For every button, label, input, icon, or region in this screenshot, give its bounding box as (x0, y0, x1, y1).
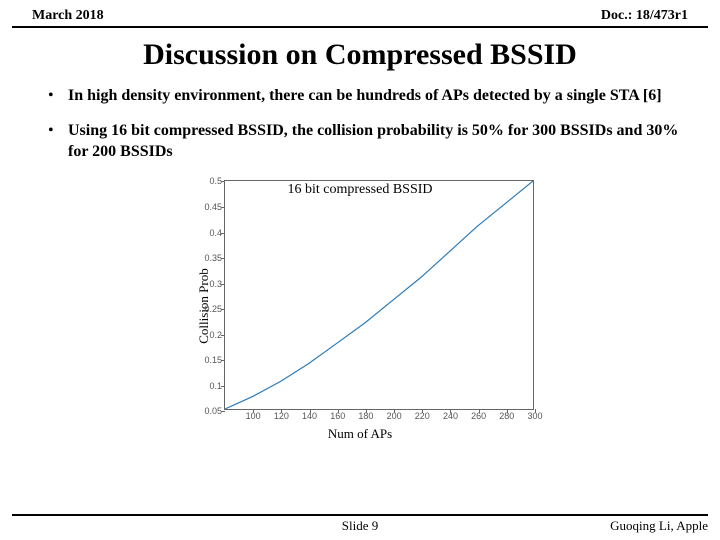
ytick-mark (221, 335, 225, 336)
plot-area: 0.050.10.150.20.250.30.350.40.450.510012… (224, 180, 534, 410)
bullet-item: • In high density environment, there can… (48, 86, 692, 107)
chart-line (225, 181, 533, 409)
bullet-text: Using 16 bit compressed BSSID, the colli… (68, 121, 692, 163)
footer-author: Guoqing Li, Apple (610, 518, 708, 534)
bullet-list: • In high density environment, there can… (0, 86, 720, 162)
bullet-item: • Using 16 bit compressed BSSID, the col… (48, 121, 692, 163)
page-title: Discussion on Compressed BSSID (0, 28, 720, 86)
xtick-mark (507, 409, 508, 413)
ytick-mark (221, 207, 225, 208)
ytick-mark (221, 309, 225, 310)
ytick-mark (221, 233, 225, 234)
ytick-mark (221, 411, 225, 412)
chart-title: 16 bit compressed BSSID (170, 182, 550, 198)
footer-slide: Slide 9 (342, 518, 378, 534)
footer: Slide 9 Guoqing Li, Apple (12, 514, 708, 534)
xtick-mark (338, 409, 339, 413)
chart: 16 bit compressed BSSID Collision Prob N… (170, 176, 550, 436)
header-docref: Doc.: 18/473r1 (601, 8, 688, 24)
header: March 2018 Doc.: 18/473r1 (12, 0, 708, 28)
ytick-mark (221, 258, 225, 259)
xtick-mark (394, 409, 395, 413)
xtick-mark (479, 409, 480, 413)
xtick-mark (535, 409, 536, 413)
xtick-mark (366, 409, 367, 413)
xtick-mark (450, 409, 451, 413)
ytick-mark (221, 284, 225, 285)
chart-xlabel: Num of APs (170, 426, 550, 442)
xtick-mark (253, 409, 254, 413)
bullet-dot-icon: • (48, 86, 68, 107)
xtick-mark (422, 409, 423, 413)
bullet-text: In high density environment, there can b… (68, 86, 662, 107)
xtick-mark (310, 409, 311, 413)
ytick-mark (221, 360, 225, 361)
xtick-mark (281, 409, 282, 413)
bullet-dot-icon: • (48, 121, 68, 163)
header-date: March 2018 (32, 8, 104, 24)
ytick-mark (221, 386, 225, 387)
